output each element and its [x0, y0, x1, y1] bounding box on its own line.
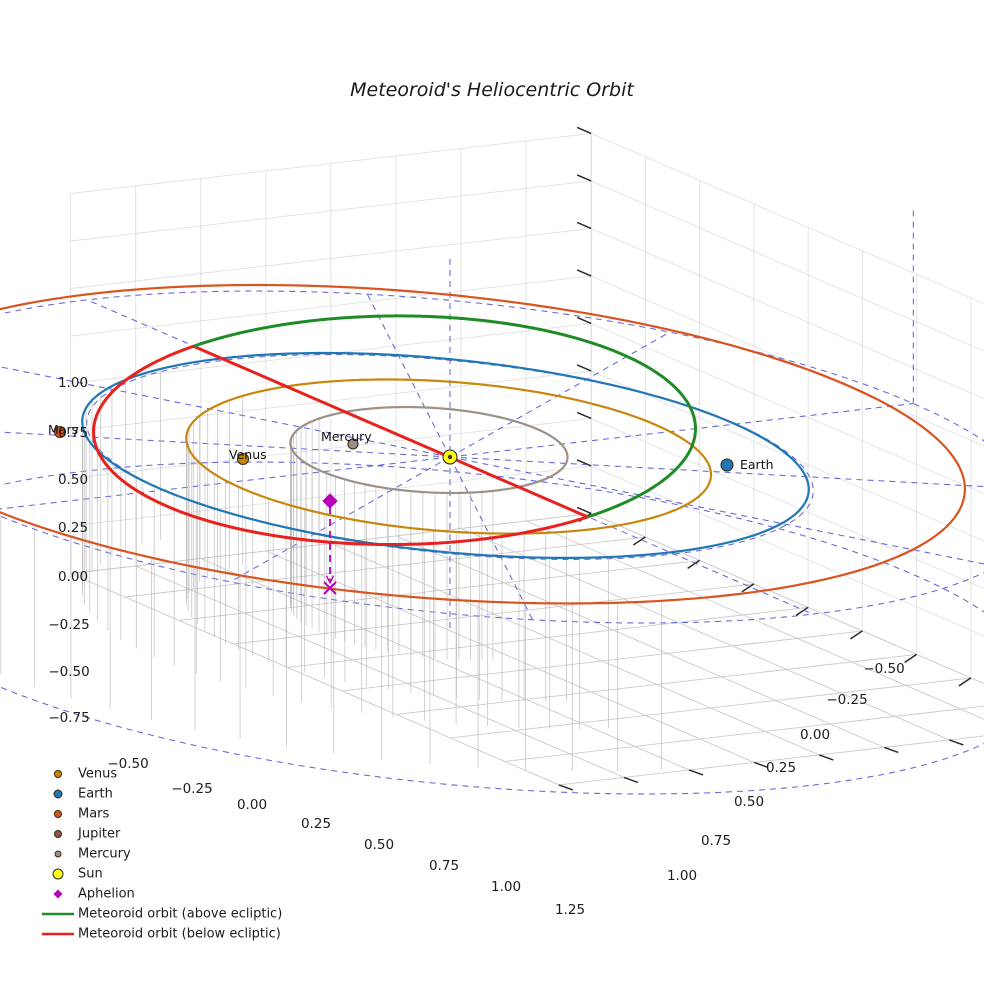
body-markers [53, 425, 734, 472]
legend-item-mercury[interactable]: Mercury [54, 847, 131, 862]
bottom-left-x-axis-tick: 0.50 [364, 837, 394, 853]
label-earth: Earth [740, 457, 774, 472]
left-depth-axis-tick: −0.75 [48, 710, 89, 726]
label-mars: Mars [48, 422, 78, 437]
legend-label: Mars [78, 807, 110, 822]
legend-swatch-icon [52, 868, 64, 880]
legend-label: Mercury [78, 847, 131, 862]
legend-item-mars[interactable]: Mars [54, 807, 110, 822]
bottom-right-y-axis-tick: −0.25 [826, 692, 867, 708]
axis-tick-labels: 1.00 0.75 0.50 0.25 0.00 −0.25 −0.50 −0.75 −0.50… [48, 375, 904, 918]
planet-orbits [0, 283, 966, 605]
bottom-right-y-axis-tick: 0.00 [800, 727, 830, 743]
aphelion-projection-marker [323, 581, 337, 595]
left-depth-axis-tick: 0.25 [58, 520, 88, 536]
legend-label: Sun [78, 867, 103, 882]
marker-mercury [347, 438, 359, 450]
legend-label: Aphelion [78, 887, 135, 902]
meteoroid-orbit [92, 314, 697, 547]
bottom-right-y-axis-tick: 1.00 [667, 868, 697, 884]
bottom-left-x-axis-tick: 1.25 [555, 902, 585, 918]
bottom-right-y-axis-tick: 0.50 [734, 794, 764, 810]
marker-earth [720, 458, 734, 472]
legend-item-earth[interactable]: Earth [53, 787, 113, 802]
bottom-left-x-axis-tick: −0.50 [107, 756, 148, 772]
bottom-right-y-axis-tick: 0.75 [701, 833, 731, 849]
page-title: Meteoroid's Heliocentric Orbit [350, 79, 635, 101]
legend-label: Meteoroid orbit (above ecliptic) [78, 907, 282, 922]
marker-mars [53, 425, 67, 439]
left-depth-axis-tick: −0.25 [48, 617, 89, 633]
bottom-right-y-axis-tick: 0.25 [766, 760, 796, 776]
legend-label: Earth [78, 787, 113, 802]
legend-label: Meteoroid orbit (below ecliptic) [78, 927, 281, 942]
legend-swatch-icon [54, 810, 62, 818]
legend-item-aphelion[interactable]: Aphelion [53, 887, 135, 902]
bottom-left-x-axis-tick: 1.00 [491, 879, 521, 895]
left-depth-axis-tick: 0.50 [58, 472, 88, 488]
legend-item-venus[interactable]: Venus [54, 767, 118, 782]
legend-label: Jupiter [77, 827, 121, 842]
legend-item-sun[interactable]: Sun [52, 867, 103, 882]
axes-grid [70, 126, 984, 791]
bottom-left-x-axis-tick: 0.25 [301, 816, 331, 832]
label-mercury: Mercury [321, 429, 372, 444]
body-labels: Mars Venus Mercury Earth [48, 422, 774, 472]
legend-item-meteoroid-orbit-below-ecliptic[interactable]: Meteoroid orbit (below ecliptic) [42, 927, 281, 942]
legend-item-jupiter[interactable]: Jupiter [54, 827, 122, 842]
left-depth-axis-tick: 1.00 [58, 375, 88, 391]
legend-swatch-icon [53, 789, 63, 799]
bottom-left-x-axis-tick: 0.00 [237, 797, 267, 813]
aphelion-marker [322, 493, 338, 509]
left-depth-axis-tick: 0.00 [58, 569, 88, 585]
legend-swatch-icon [53, 889, 63, 899]
bottom-left-x-axis-tick: −0.25 [171, 781, 212, 797]
legend-item-meteoroid-orbit-above-ecliptic[interactable]: Meteoroid orbit (above ecliptic) [42, 907, 282, 922]
bottom-right-y-axis-tick: −0.50 [863, 661, 904, 677]
marker-venus [236, 452, 250, 466]
legend-label: Venus [78, 767, 117, 782]
legend-swatch-icon [54, 770, 62, 778]
aphelion-group [322, 493, 338, 595]
left-depth-axis-tick: −0.50 [48, 664, 89, 680]
legend-swatch-icon [54, 850, 62, 858]
label-venus: Venus [229, 447, 267, 462]
left-depth-axis-tick: 0.75 [58, 425, 88, 441]
legend[interactable]: Venus Earth Mars Jupiter Mercury Sun Aphelion M… [42, 767, 282, 942]
bottom-left-x-axis-tick: 0.75 [429, 858, 459, 874]
orbit-stem-lines [0, 368, 662, 771]
sun-core [447, 454, 453, 460]
legend-swatch-icon [54, 830, 62, 838]
